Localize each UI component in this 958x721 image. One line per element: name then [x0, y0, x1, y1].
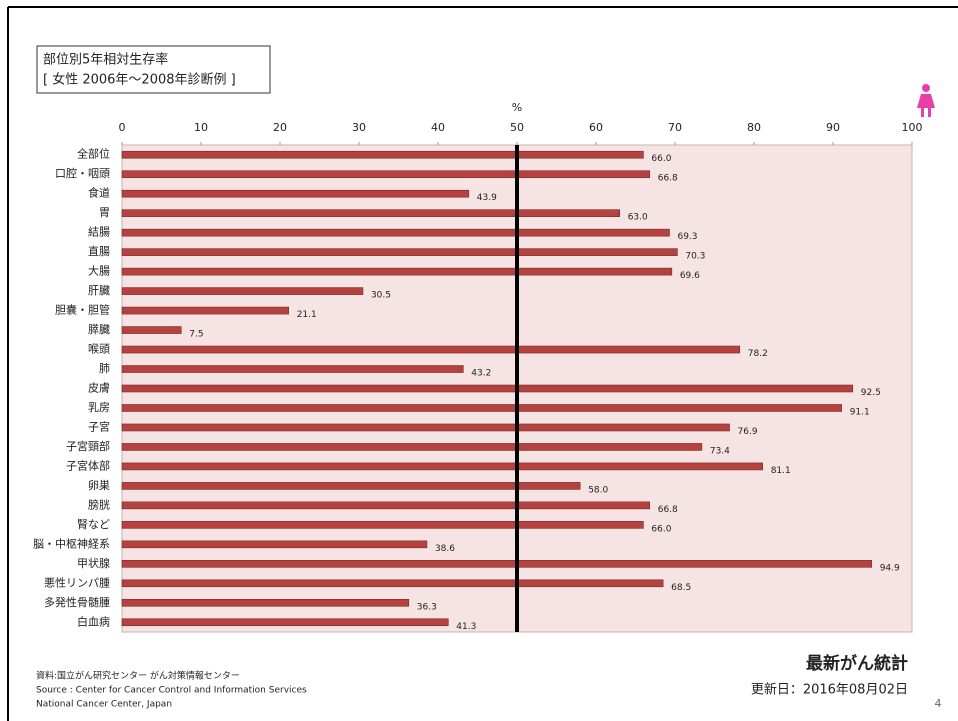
bar — [121, 365, 464, 373]
bar — [121, 384, 854, 393]
bar — [121, 404, 842, 412]
value-label: 66.0 — [651, 524, 671, 534]
y-tick-label: 腎など — [77, 518, 110, 531]
bar — [121, 209, 621, 217]
source: National Cancer Center, Japan — [36, 700, 172, 710]
y-tick-label: 子宮頸部 — [66, 439, 110, 453]
y-tick-label: 肝臓 — [88, 284, 110, 297]
y-tick-label: 全部位 — [77, 147, 110, 161]
y-tick-label: 子宮 — [88, 419, 110, 433]
x-tick-label: 40 — [431, 121, 445, 134]
y-tick-label: 卵巣 — [88, 479, 110, 492]
value-label: 70.3 — [685, 252, 705, 262]
x-tick-label: 90 — [826, 121, 840, 134]
y-tick-label: 脳・中枢神経系 — [33, 536, 110, 550]
y-tick-label: 喉頭 — [88, 343, 110, 356]
bar — [121, 267, 673, 276]
value-label: 43.2 — [471, 369, 491, 379]
x-tick-label: 80 — [747, 121, 761, 134]
bar — [121, 228, 670, 237]
bar — [121, 150, 644, 159]
value-label: 92.5 — [861, 388, 881, 398]
bar — [121, 462, 763, 471]
bar — [121, 560, 873, 568]
x-tick-label: 10 — [194, 121, 208, 134]
value-label: 69.6 — [680, 271, 700, 281]
value-label: 43.9 — [477, 193, 497, 203]
value-label: 30.5 — [371, 291, 391, 301]
value-label: 38.6 — [435, 544, 455, 554]
bar — [121, 248, 678, 256]
bar — [121, 345, 741, 354]
page-number: 4 — [935, 697, 942, 710]
y-tick-label: 乳房 — [88, 401, 110, 414]
bar — [121, 579, 664, 588]
bar — [121, 423, 730, 432]
value-label: 66.8 — [658, 174, 678, 184]
y-tick-label: 膵臓 — [88, 323, 110, 336]
y-tick-label: 大腸 — [88, 264, 110, 278]
y-tick-label: 悪性リンパ腫 — [44, 575, 110, 589]
x-tick-label: 50 — [510, 121, 524, 134]
x-tick-label: 30 — [352, 121, 366, 134]
x-tick-label: 20 — [273, 121, 287, 134]
bar — [121, 540, 428, 549]
y-tick-label: 子宮体部 — [66, 458, 110, 472]
y-tick-label: 甲状腺 — [77, 556, 110, 570]
bar — [121, 306, 289, 315]
updated-date: 更新日：2016年08月02日 — [751, 682, 908, 698]
bar — [121, 170, 651, 179]
bar — [121, 189, 470, 198]
value-label: 73.4 — [710, 446, 730, 456]
bar — [121, 501, 651, 510]
y-tick-label: 口腔・咽頭 — [55, 166, 110, 180]
y-tick-label: 結腸 — [88, 225, 110, 239]
y-tick-label: 多発性骨髄腫 — [44, 595, 110, 609]
y-tick-label: 膀胱 — [88, 497, 110, 511]
value-label: 94.9 — [880, 563, 900, 573]
title-box — [36, 45, 271, 94]
chart-title: 部位別5年相対生存率 — [43, 52, 168, 68]
y-tick-label: 白血病 — [77, 614, 110, 628]
x-tick-label: 100 — [902, 121, 923, 134]
source: Source : Center for Cancer Control and I… — [36, 686, 307, 696]
x-axis-label: % — [512, 101, 522, 114]
value-label: 41.3 — [456, 622, 476, 632]
value-label: 76.9 — [738, 427, 758, 437]
y-tick-label: 直腸 — [88, 244, 110, 258]
footer-heading: 最新がん統計 — [806, 653, 908, 674]
y-tick-label: 胃 — [99, 206, 110, 219]
x-tick-label: 60 — [589, 121, 603, 134]
value-label: 66.0 — [651, 154, 671, 164]
value-label: 68.5 — [671, 583, 691, 593]
bar — [121, 482, 581, 490]
value-label: 69.3 — [677, 232, 697, 242]
y-tick-label: 皮膚 — [88, 381, 110, 395]
x-tick-label: 0 — [119, 121, 126, 134]
value-label: 78.2 — [748, 349, 768, 359]
value-label: 7.5 — [189, 330, 203, 340]
value-label: 21.1 — [297, 310, 317, 320]
bar — [121, 618, 449, 627]
x-tick-label: 70 — [668, 121, 682, 134]
bar — [121, 443, 703, 451]
value-label: 58.0 — [588, 485, 608, 495]
value-label: 63.0 — [628, 213, 648, 223]
bar — [121, 521, 644, 529]
chart-subtitle: [ 女性 2006年～2008年診断例 ] — [43, 72, 236, 88]
value-label: 36.3 — [417, 602, 437, 612]
value-label: 66.8 — [658, 505, 678, 515]
y-tick-label: 肺 — [99, 362, 110, 375]
value-label: 91.1 — [850, 407, 870, 417]
bar — [121, 287, 364, 295]
bar — [121, 598, 410, 607]
female-icon — [917, 84, 935, 117]
bar — [121, 326, 182, 334]
y-tick-label: 食道 — [88, 186, 110, 200]
value-label: 81.1 — [771, 466, 791, 476]
y-tick-label: 胆嚢・胆管 — [55, 303, 110, 317]
source: 資料:国立がん研究センター がん対策情報センター — [36, 670, 240, 682]
